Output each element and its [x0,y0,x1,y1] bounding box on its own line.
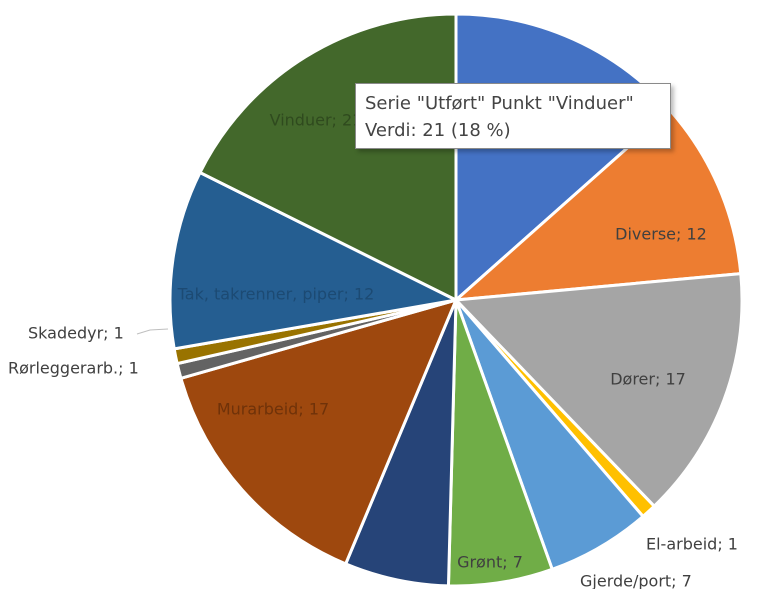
data-label-el-arbeid: El-arbeid; 1 [646,535,738,554]
data-label-rørleggerarb-: Rørleggerarb.; 1 [8,359,139,378]
pie-slice-murarbeid[interactable] [179,298,458,566]
leader-line-skadedyr [136,328,169,335]
data-label-vinduer: Vinduer; 21 [270,111,363,130]
pie-slice-diverse[interactable] [454,108,743,302]
data-labels: Diverse; 12 Dører; 17 El-arbeid; 1 Gjerde/p… [8,111,738,589]
tooltip-value: Verdi: 21 (18 %) [365,120,511,141]
data-label-diverse: Diverse; 12 [615,225,707,244]
pie-slice-tak-takrenner-piper[interactable] [168,171,458,351]
chart-tooltip: Serie "Utført" Punkt "Vinduer" Verdi: 21… [355,83,671,149]
leader-lines [136,328,169,335]
data-label-murarbeid: Murarbeid; 17 [217,400,329,419]
data-label-skadedyr: Skadedyr; 1 [28,324,124,343]
data-label-tak-takrenner-piper: Tak, takrenner, piper; 12 [177,285,375,304]
pie-slices [168,12,744,588]
tooltip-series-point: Serie "Utført" Punkt "Vinduer" [365,93,634,114]
data-label-dører: Dører; 17 [610,370,686,389]
data-label-grønt: Grønt; 7 [457,553,523,572]
pie-slice-dører[interactable] [454,272,744,508]
data-label-gjerde-port: Gjerde/port; 7 [580,572,692,589]
